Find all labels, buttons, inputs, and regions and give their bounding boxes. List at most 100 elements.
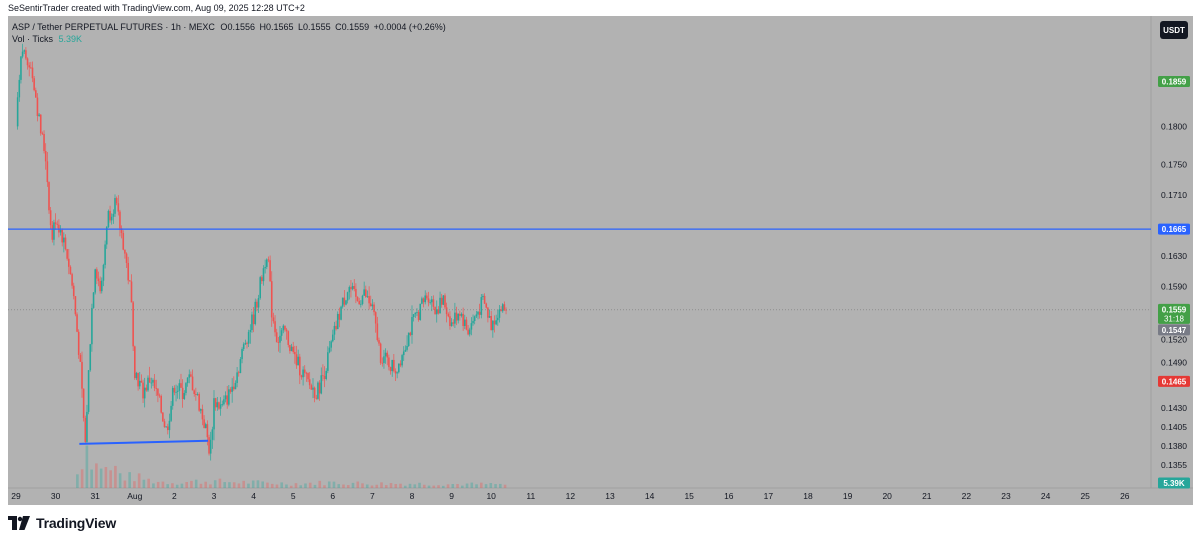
candle-body xyxy=(404,349,407,352)
candle-body xyxy=(176,390,179,392)
candle-body xyxy=(275,332,278,343)
line-price-label: 0.1665 xyxy=(1162,225,1187,234)
countdown-label: 31:18 xyxy=(1164,314,1185,323)
candle-body xyxy=(465,319,468,330)
candle-body xyxy=(350,287,352,290)
volume-bar xyxy=(275,484,279,488)
tradingview-logo[interactable]: TradingView xyxy=(8,515,116,531)
entry-price-label-bg xyxy=(1158,324,1190,336)
candle-body xyxy=(91,307,93,345)
high-value: 0.1565 xyxy=(265,22,294,32)
time-tick-label: 8 xyxy=(410,491,415,501)
time-tick-label: 25 xyxy=(1080,491,1090,501)
candle-body xyxy=(315,397,318,399)
volume-bar xyxy=(337,484,341,488)
volume-bar xyxy=(161,481,165,488)
candle-body xyxy=(368,296,370,304)
candle-body xyxy=(49,210,52,226)
low-value: 0.1555 xyxy=(303,22,331,32)
volume-bar xyxy=(456,484,459,488)
close-label: C xyxy=(335,22,342,32)
candle-body xyxy=(200,409,202,411)
volume-bar xyxy=(394,484,398,488)
tradingview-brand: TradingView xyxy=(36,515,117,531)
price-tick-label: 0.1750 xyxy=(1161,159,1187,169)
volume-bar xyxy=(408,483,412,488)
candle-body xyxy=(102,264,105,281)
volume-bar xyxy=(418,482,421,488)
volume-bar xyxy=(95,463,98,488)
candle-body xyxy=(378,340,380,344)
time-axis xyxy=(8,488,1193,505)
candle-body xyxy=(343,297,346,305)
candle-body xyxy=(312,387,314,390)
candle-body xyxy=(422,298,425,303)
candle-body xyxy=(125,253,128,263)
candle-body xyxy=(259,277,261,299)
candle-body xyxy=(459,313,461,316)
time-tick-label: 13 xyxy=(605,491,615,501)
candle-body xyxy=(110,216,113,221)
time-tick-label: 24 xyxy=(1041,491,1051,501)
currency-button[interactable]: USDT xyxy=(1160,21,1188,39)
volume-bar xyxy=(194,479,198,488)
volume-bar xyxy=(403,485,407,488)
candle-body xyxy=(261,277,263,282)
candle-body xyxy=(219,404,222,409)
candle-body xyxy=(289,344,291,352)
candle-body xyxy=(214,398,217,408)
candle-body xyxy=(468,329,471,335)
candle-body xyxy=(160,396,162,413)
candle-body xyxy=(64,237,67,250)
candle-body xyxy=(97,278,100,282)
candle-body xyxy=(325,370,327,379)
volume-bar xyxy=(475,484,478,488)
candle-body xyxy=(231,386,233,392)
candle-body xyxy=(308,379,311,386)
candle-body xyxy=(379,343,382,363)
candle-body xyxy=(242,344,245,350)
candle-body xyxy=(439,297,441,314)
volume-label[interactable]: Vol · Ticks xyxy=(12,34,54,44)
volume-bar xyxy=(166,484,169,488)
candle-body xyxy=(112,213,115,217)
candle-body xyxy=(460,313,463,316)
candle-body xyxy=(351,286,354,290)
candle-body xyxy=(257,298,260,308)
time-tick-label: 4 xyxy=(251,491,256,501)
volume-bar xyxy=(137,473,141,488)
candle-body xyxy=(432,299,435,307)
candle-body xyxy=(361,295,364,304)
candle-body xyxy=(346,292,349,301)
candle-body xyxy=(28,65,30,68)
time-tick-label: 16 xyxy=(724,491,734,501)
volume-bar xyxy=(190,480,193,488)
volume-bar xyxy=(123,480,127,488)
time-tick-label: 6 xyxy=(330,491,335,501)
candle-body xyxy=(99,281,101,292)
candle-body xyxy=(20,56,22,80)
candle-body xyxy=(434,306,436,315)
candle-body xyxy=(228,389,230,405)
symbol-label[interactable]: ASP / Tether PERPETUAL FUTURES · 1h · ME… xyxy=(12,22,215,32)
legend-ohlc: ASP / Tether PERPETUAL FUTURES · 1h · ME… xyxy=(12,22,446,32)
candle-body xyxy=(109,210,111,221)
candle-body xyxy=(398,363,400,373)
volume-bar xyxy=(460,485,464,488)
candle-body xyxy=(241,349,243,360)
candle-body xyxy=(391,359,393,372)
candle-body xyxy=(148,377,151,383)
candle-body xyxy=(122,233,125,250)
volume-price-label-bg xyxy=(1158,477,1190,489)
candle-body xyxy=(353,286,356,289)
volume-bar xyxy=(437,485,440,488)
time-tick-label: 3 xyxy=(212,491,217,501)
candle-body xyxy=(129,280,131,282)
candle-body xyxy=(140,380,143,383)
candle-body xyxy=(274,321,276,333)
candle-body xyxy=(229,389,232,392)
candle-body xyxy=(233,386,235,390)
line-price-label-bg xyxy=(1158,223,1190,235)
volume-value: 5.39K xyxy=(58,34,83,44)
